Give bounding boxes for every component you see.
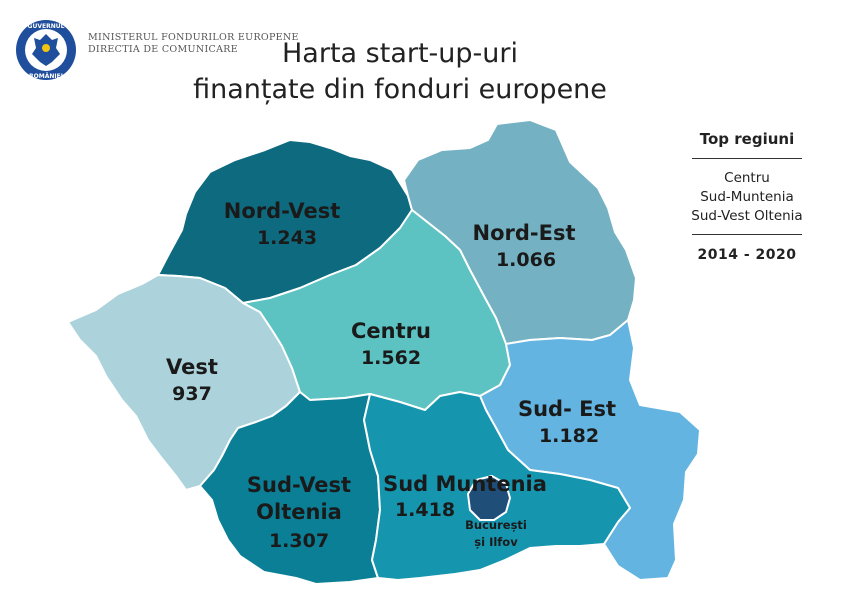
region-name-sud-est: Sud- Est [518, 397, 616, 421]
region-value-centru: 1.562 [361, 347, 421, 369]
region-name-bucuresti-line2: și Ilfov [474, 535, 518, 549]
top-region-item: Sud-Vest Oltenia [691, 208, 803, 224]
region-name-nord-vest: Nord-Vest [224, 199, 340, 223]
region-value-sud-muntenia: 1.418 [395, 499, 455, 521]
seal-text-top: GUVERNUL [28, 23, 65, 30]
title-line-1: Harta start-up-uri [282, 38, 518, 69]
region-name-sud-vest-line2: Oltenia [256, 500, 342, 524]
region-name-bucuresti-line1: București [465, 518, 527, 532]
top-region-item: Centru [724, 170, 770, 186]
region-name-sud-vest-line1: Sud-Vest [247, 473, 351, 497]
page-title: Harta start-up-uri finanțate din fonduri… [190, 36, 610, 108]
region-value-nord-est: 1.066 [496, 249, 556, 271]
region-value-vest: 937 [172, 383, 212, 405]
period-label: 2014 - 2020 [697, 247, 797, 263]
region-value-sud-est: 1.182 [539, 425, 599, 447]
region-name-centru: Centru [351, 319, 431, 343]
ministry-line-1: Ministerul Fondurilor Europene [88, 32, 299, 43]
region-bucuresti-ilfov[interactable] [467, 475, 511, 521]
seal-text-bottom: ROMÂNIEI [29, 73, 63, 80]
region-name-nord-est: Nord-Est [473, 221, 576, 245]
ministry-line-2: Directia de comunicare [88, 44, 238, 55]
divider [692, 234, 802, 235]
region-value-nord-vest: 1.243 [257, 227, 317, 249]
divider [692, 158, 802, 159]
region-value-sud-vest: 1.307 [269, 530, 329, 552]
ministry-name: Ministerul Fondurilor Europene Directia … [88, 32, 299, 56]
top-regions-list: Centru Sud-Muntenia Sud-Vest Oltenia [672, 169, 822, 226]
top-regions-heading: Top regiuni [699, 130, 795, 148]
title-line-2: finanțate din fonduri europene [193, 74, 607, 105]
region-name-vest: Vest [166, 355, 218, 379]
government-seal-icon: GUVERNUL ROMÂNIEI [16, 20, 76, 80]
top-regions-panel: Top regiuni Centru Sud-Muntenia Sud-Vest… [672, 128, 822, 265]
region-name-sud-muntenia: Sud Muntenia [383, 472, 547, 496]
top-region-item: Sud-Muntenia [700, 189, 794, 205]
